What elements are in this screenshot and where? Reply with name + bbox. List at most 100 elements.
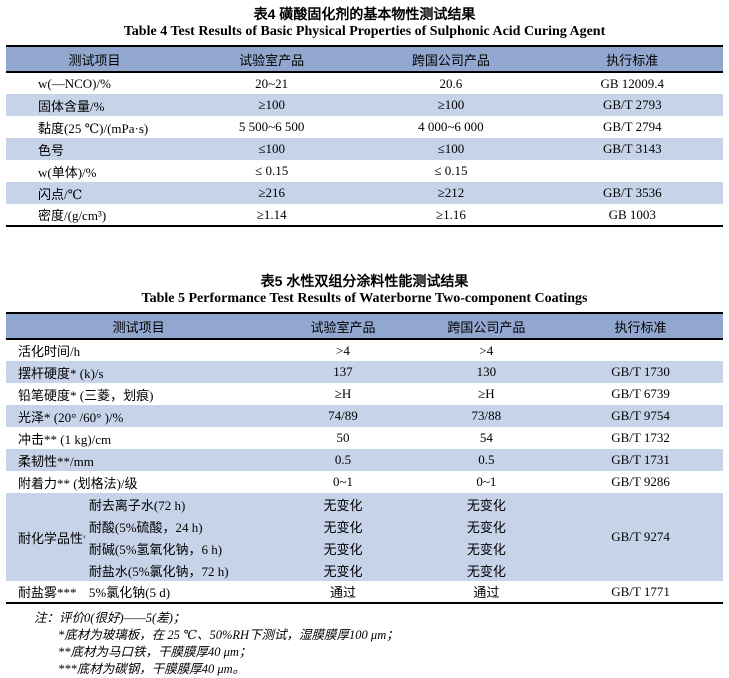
table-cell: 色号 — [6, 138, 184, 160]
table-cell: 0.5 — [271, 449, 415, 471]
table-row: 色号 ≤100 ≤100 GB/T 3143 — [6, 138, 723, 160]
table-cell: ≤100 — [360, 138, 542, 160]
table-cell: ≥1.16 — [435, 206, 466, 222]
table-cell: 50 — [336, 430, 350, 445]
table-cell: 活化时间/h — [18, 344, 81, 359]
column-header: 测试项目 — [6, 312, 272, 340]
table-row: w(—NCO)/% 20~21 20.6 GB 12009.4 — [6, 72, 723, 94]
table-cell: GB/T 1732 — [611, 430, 670, 445]
column-header: 执行标准 — [558, 312, 723, 340]
table-cell: GB/T 1730 — [558, 361, 723, 383]
table-row: 活化时间/h >4 >4 — [6, 339, 723, 361]
table-cell: 无变化 — [414, 493, 559, 515]
table-cell: 20.6 — [439, 75, 463, 91]
table-cell: 无变化 — [271, 493, 415, 515]
table-cell: 附着力** (划格法)/级 — [18, 475, 138, 491]
table-row: 密度/(g/cm³) ≥1.14 ≥1.16 GB 1003 — [6, 204, 723, 226]
table-cell: GB/T 1731 — [558, 449, 723, 471]
table-cell: 耐化学品性** — [6, 493, 85, 581]
table-cell: 通过 — [473, 585, 500, 600]
table-cell: GB/T 9286 — [611, 474, 670, 489]
table-cell: w(—NCO)/% — [38, 75, 111, 91]
table-row: 闪点/℃ ≥216 ≥212 GB/T 3536 — [6, 182, 723, 204]
table-row: 光泽* (20° /60° )/% 74/89 73/88 GB/T 9754 — [6, 405, 723, 427]
table4-title-en: Table 4 Test Results of Basic Physical P… — [123, 24, 606, 39]
table4: 测试项目 试验室产品 跨国公司产品 执行标准 w(—NCO)/% 20~21 20.6 GB … — [6, 45, 723, 227]
footnotes: 注：评价0(很好)——5(差)； *底材为玻璃板，在 25 ℃、50%RH下测试，… — [6, 610, 723, 678]
table-cell: 无变化 — [271, 515, 415, 537]
note-line: ***底材为碳钢，干膜膜厚40 μm。 — [58, 662, 246, 676]
table-cell: 冲击** (1 kg)/cm — [18, 431, 112, 447]
table-cell: ≤ 0.15 — [434, 163, 468, 178]
column-header: 跨国公司产品 — [360, 45, 542, 73]
table-cell: GB/T 3143 — [541, 138, 723, 160]
table-cell: GB/T 3536 — [541, 182, 723, 204]
column-header: 试验室产品 — [271, 312, 415, 340]
table-cell: 73/88 — [414, 405, 559, 427]
table-cell: 74/89 — [271, 405, 415, 427]
table-cell: ≥216 — [183, 182, 361, 204]
table-cell: 无变化 — [271, 537, 415, 559]
table-cell: GB/T 6739 — [611, 386, 670, 401]
table-cell: ≤100 — [183, 138, 361, 160]
table-cell: 耐酸(5%硫酸，24 h) — [84, 515, 272, 537]
table-row: 摆杆硬度* (k)/s 137 130 GB/T 1730 — [6, 361, 723, 383]
column-header: 测试项目 — [6, 45, 184, 73]
column-header: 跨国公司产品 — [414, 312, 559, 340]
table-row: 铅笔硬度* (三菱，划痕) ≥H ≥H GB/T 6739 — [6, 383, 723, 405]
table-cell — [542, 160, 723, 182]
table-row: 冲击** (1 kg)/cm 50 54 GB/T 1732 — [6, 427, 723, 449]
table-cell: w(单体)/% — [38, 164, 97, 180]
table-cell: ≥212 — [360, 182, 542, 204]
note-line: **底材为马口铁，干膜膜厚40 μm； — [58, 645, 252, 659]
column-header: 试验室产品 — [183, 45, 361, 73]
table-cell: 0~1 — [476, 474, 497, 489]
table-cell: 20~21 — [255, 75, 289, 91]
header-row: 测试项目 试验室产品 跨国公司产品 执行标准 — [6, 312, 723, 340]
table-cell: 柔韧性**/mm — [6, 449, 272, 471]
table5-section: 表5 水性双组分涂料性能测试结果 Table 5 Performance Tes… — [6, 273, 723, 604]
table-cell: 5%氯化钠(5 d) — [88, 585, 171, 600]
table-row: 耐碱(5%氢氧化钠，6 h) 无变化 无变化 — [6, 537, 723, 559]
table-cell: 通过 — [329, 585, 356, 600]
table5-title-zh: 表5 水性双组分涂料性能测试结果 — [260, 273, 469, 289]
table-cell: 耐去离子水(72 h) — [84, 493, 272, 515]
note-line: *底材为玻璃板，在 25 ℃、50%RH下测试，湿膜膜厚100 μm； — [58, 628, 399, 642]
table5-title-en: Table 5 Performance Test Results of Wate… — [141, 291, 588, 306]
table-cell: GB 12009.4 — [600, 75, 665, 91]
table-cell: 4 000~6 000 — [418, 119, 484, 134]
table-cell: 0.5 — [414, 449, 559, 471]
table-cell: GB/T 2794 — [602, 119, 662, 134]
table-row: 柔韧性**/mm 0.5 0.5 GB/T 1731 — [6, 449, 723, 471]
table-row: 固体含量/% ≥100 ≥100 GB/T 2793 — [6, 94, 723, 116]
table-cell: 54 — [479, 430, 493, 445]
table-cell: 耐盐水(5%氯化钠，72 h) — [84, 559, 272, 581]
table-cell: ≥100 — [183, 94, 361, 116]
table-cell: ≥H — [478, 386, 495, 401]
table-cell: ≥H — [334, 386, 352, 401]
table5: 测试项目 试验室产品 跨国公司产品 执行标准 活化时间/h >4 >4 摆杆硬度* (k)/s… — [6, 312, 723, 604]
table-cell: 0~1 — [332, 474, 353, 489]
table-row: 耐盐水(5%氯化钠，72 h) 无变化 无变化 — [6, 559, 723, 581]
table-cell: 固体含量/% — [6, 94, 184, 116]
table-cell: GB/T 9754 — [558, 405, 723, 427]
table-cell: ≤ 0.15 — [255, 163, 289, 178]
table-cell: 闪点/℃ — [6, 182, 184, 204]
table-row: 耐酸(5%硫酸，24 h) 无变化 无变化 — [6, 515, 723, 537]
table-cell: 5 500~6 500 — [238, 119, 305, 134]
table-cell: GB/T 2793 — [541, 94, 723, 116]
table-cell: 无变化 — [414, 559, 559, 581]
table-cell — [558, 339, 723, 361]
table-row: 耐盐雾*** 5%氯化钠(5 d) 通过 通过 GB/T 1771 — [6, 581, 723, 603]
column-header: 执行标准 — [541, 45, 723, 73]
table-cell: GB/T 9274 — [558, 493, 723, 581]
table-cell: GB/T 1771 — [611, 583, 670, 599]
table-cell: >4 — [336, 342, 350, 358]
table-cell: 130 — [414, 361, 559, 383]
table-row: w(单体)/% ≤ 0.15 ≤ 0.15 — [6, 160, 723, 182]
table-cell: ≥100 — [360, 94, 542, 116]
table-row: 黏度(25 ℃)/(mPa·s) 5 500~6 500 4 000~6 000 GB… — [6, 116, 723, 138]
table-cell: 无变化 — [271, 559, 415, 581]
table-cell: 无变化 — [414, 515, 559, 537]
